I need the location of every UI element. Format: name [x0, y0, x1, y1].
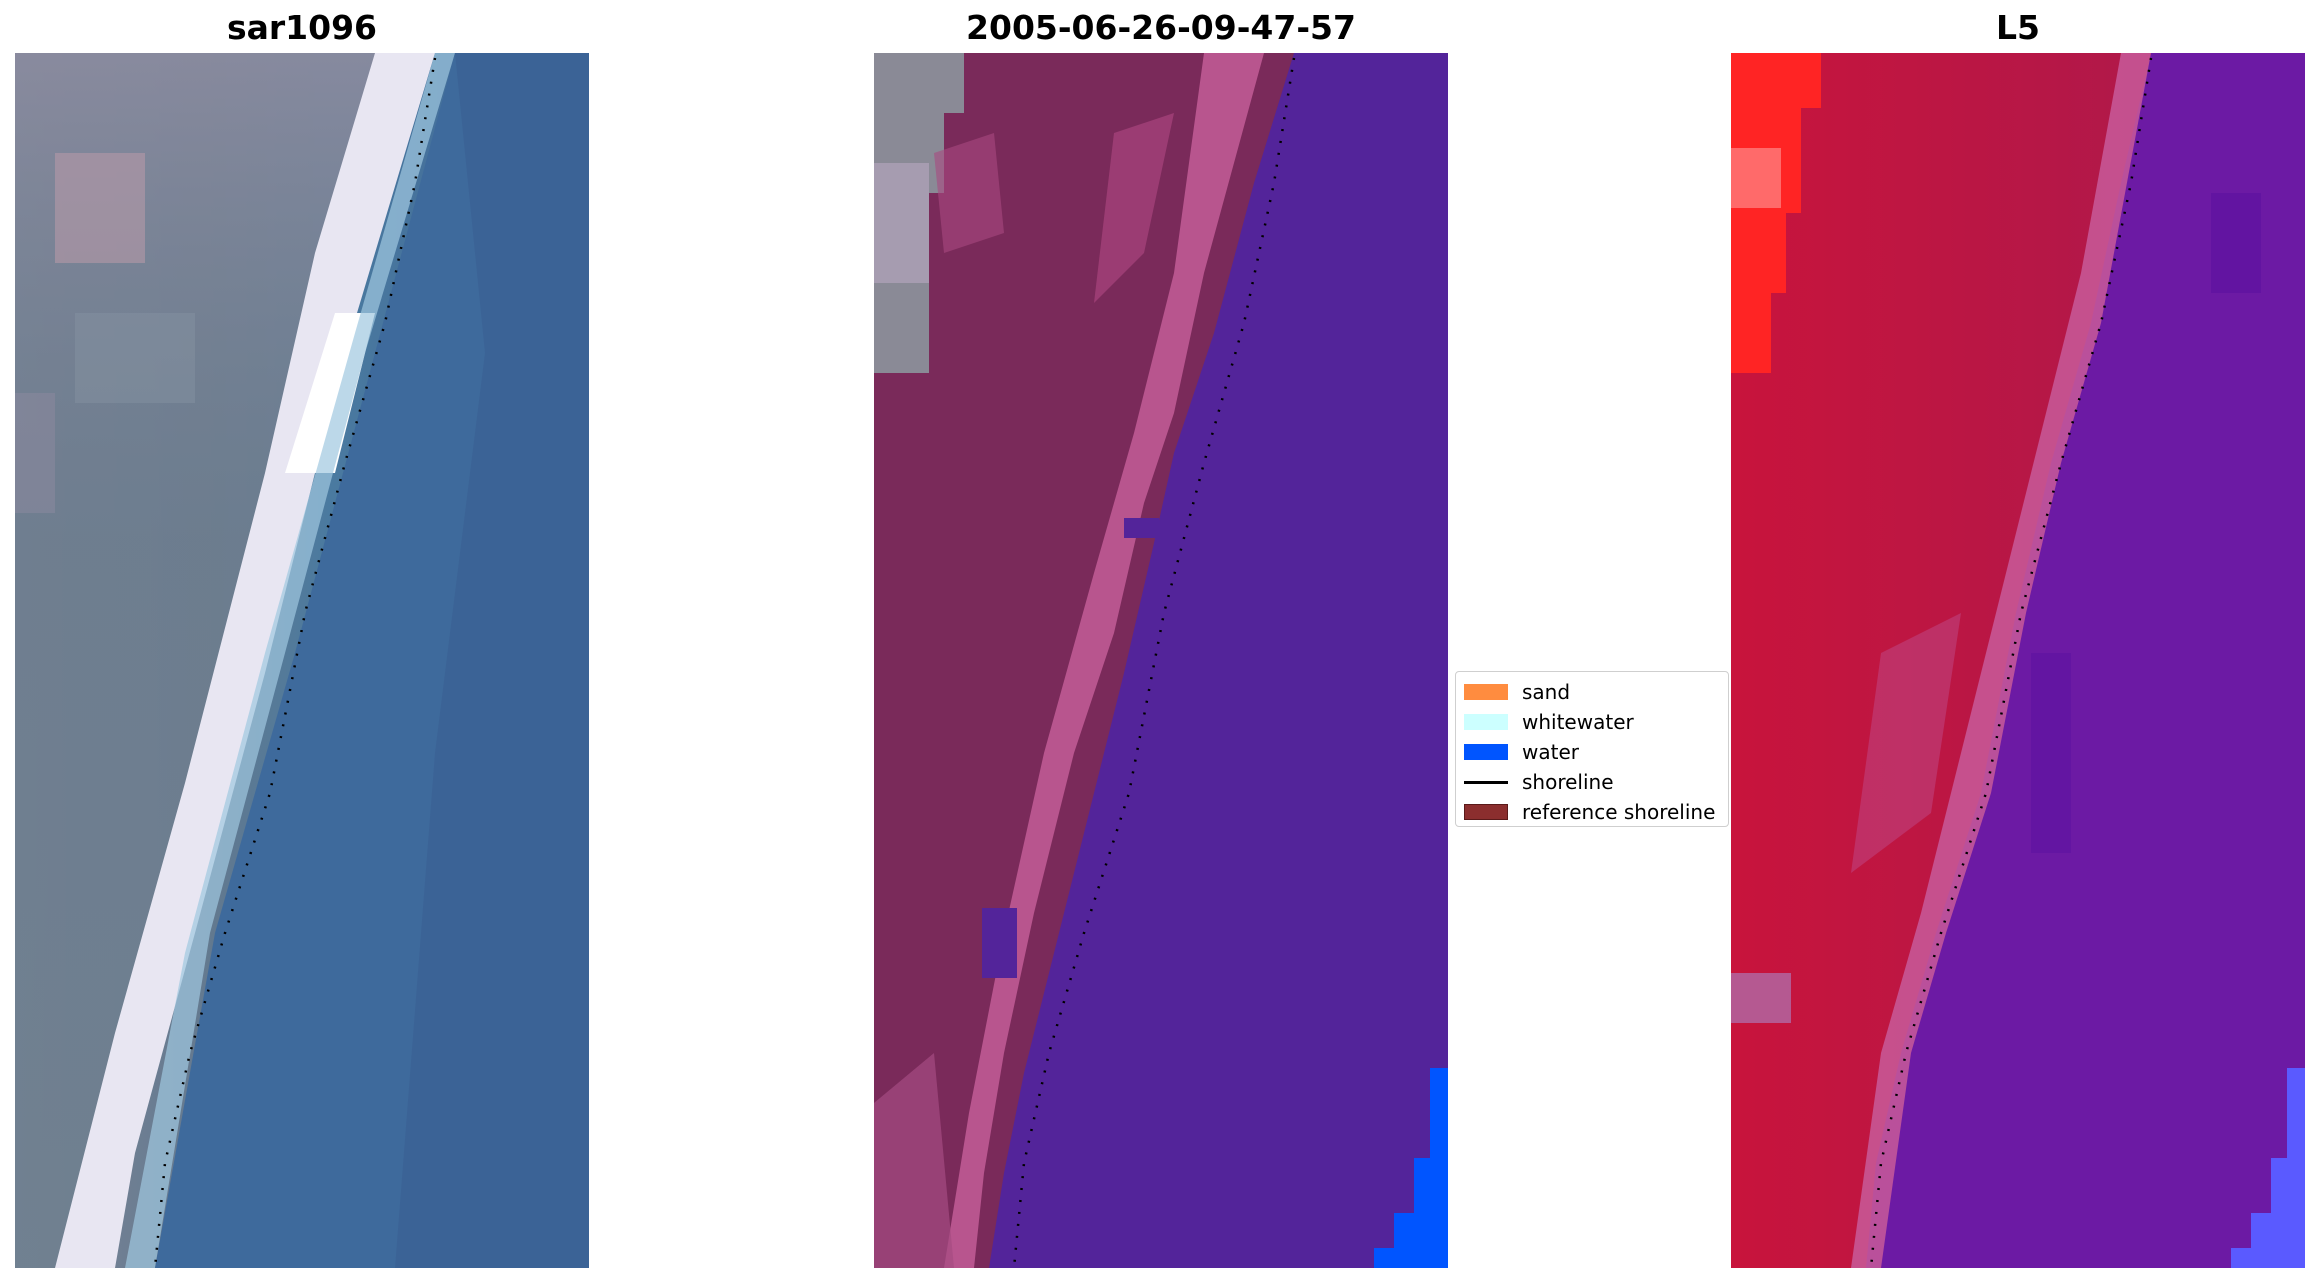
whitewater-swatch: [1464, 714, 1508, 730]
panel-title-falsecolor: L5: [1996, 8, 2040, 47]
rgb-satellite-image: [15, 53, 589, 1268]
legend-item-whitewater: whitewater: [1456, 707, 1728, 737]
rgb-image-svg: [15, 53, 589, 1268]
panel-title-classified: 2005-06-26-09-47-57: [966, 8, 1356, 47]
legend-label-sand: sand: [1522, 680, 1571, 704]
legend-item-reference-shoreline: reference shoreline: [1456, 797, 1728, 827]
legend: sand whitewater water shoreline referenc…: [1455, 671, 1729, 827]
false-color-image: [1731, 53, 2305, 1268]
reference-shoreline-swatch: [1464, 804, 1508, 820]
classified-image: [874, 53, 1448, 1268]
false-color-image-svg: [1731, 53, 2305, 1268]
sand-swatch: [1464, 684, 1508, 700]
legend-item-shoreline: shoreline: [1456, 767, 1728, 797]
shoreline-line-icon: [1464, 780, 1508, 784]
water-swatch: [1464, 744, 1508, 760]
panel-title-rgb: sar1096: [226, 8, 378, 47]
legend-item-sand: sand: [1456, 677, 1728, 707]
legend-item-water: water: [1456, 737, 1728, 767]
classified-image-svg: [874, 53, 1448, 1268]
legend-label-shoreline: shoreline: [1522, 770, 1614, 794]
legend-label-water: water: [1522, 740, 1579, 764]
legend-label-whitewater: whitewater: [1522, 710, 1634, 734]
legend-label-reference-shoreline: reference shoreline: [1522, 800, 1716, 824]
